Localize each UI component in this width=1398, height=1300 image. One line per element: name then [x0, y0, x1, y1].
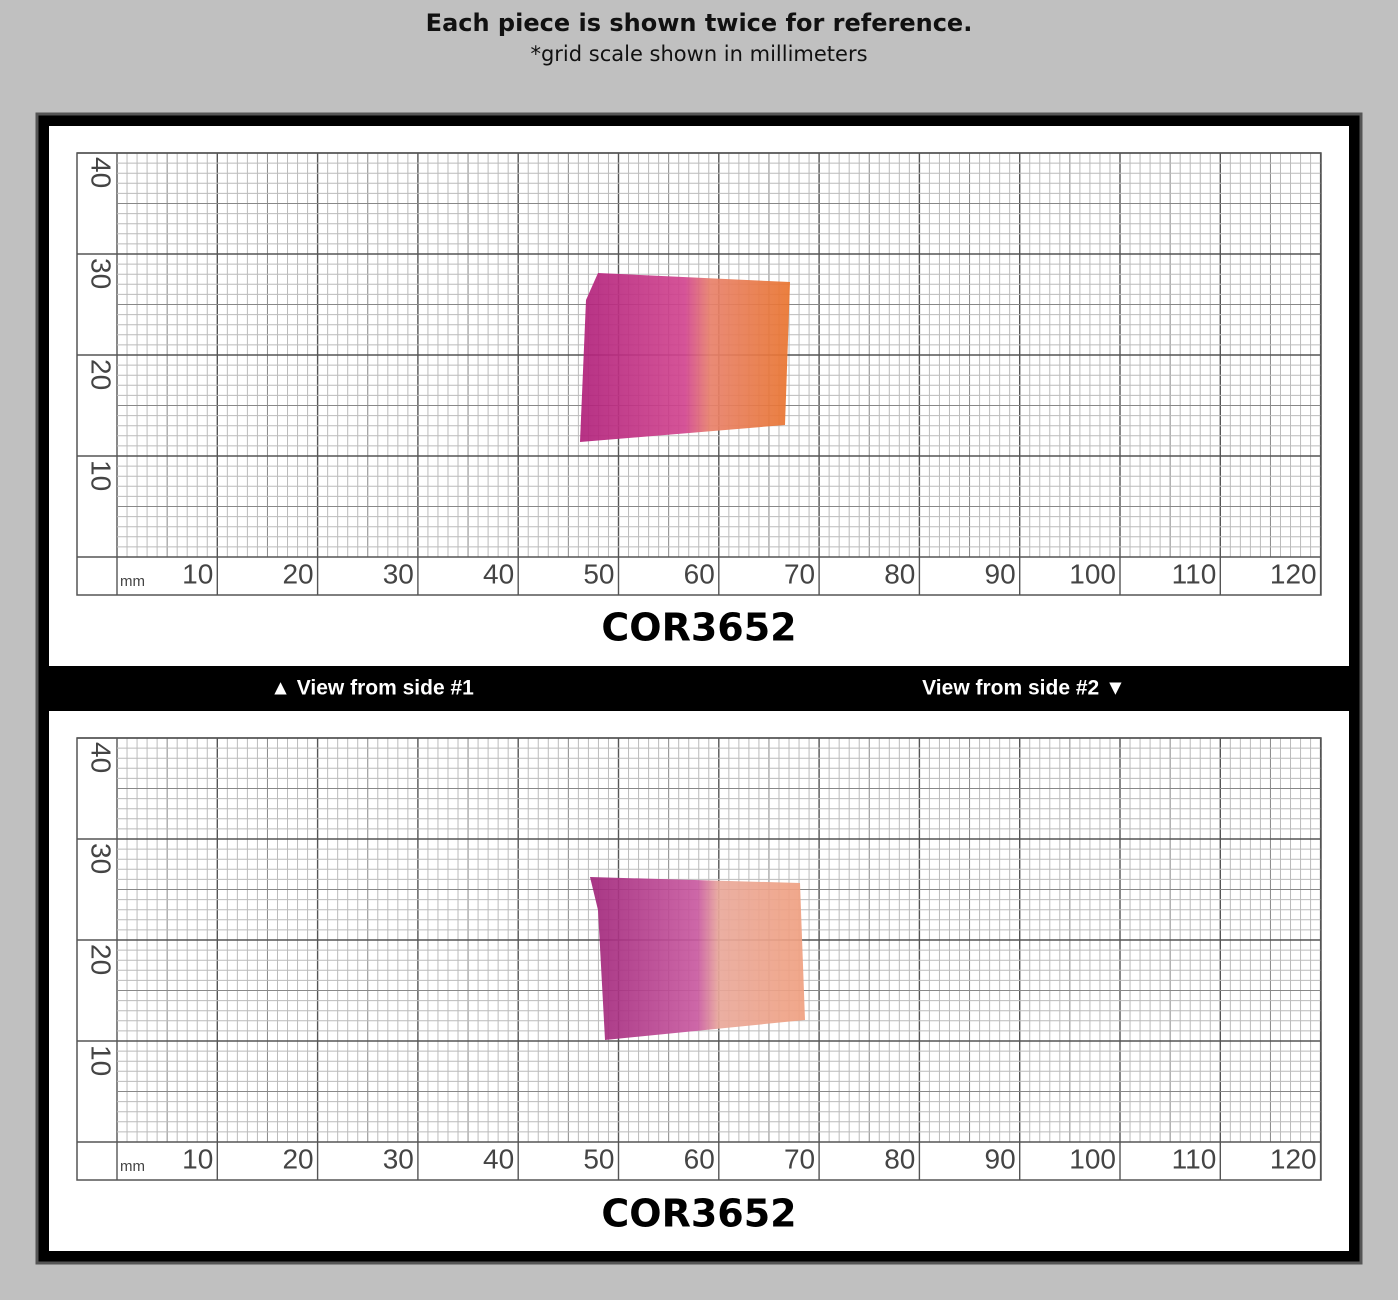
- x-scale-label: 60: [684, 1143, 715, 1174]
- unit-label: mm: [120, 573, 145, 590]
- x-scale-label: 90: [985, 558, 1016, 589]
- divider-label: ▲ View from side #1: [270, 677, 474, 700]
- gem-photo: [590, 877, 805, 1040]
- x-scale-label: 80: [884, 558, 915, 589]
- x-scale-label: 10: [182, 558, 213, 589]
- y-scale-label: 20: [86, 359, 117, 390]
- x-scale-label: 40: [483, 558, 514, 589]
- x-scale-label: 30: [383, 558, 414, 589]
- product-code: COR3652: [601, 606, 796, 650]
- title: Each piece is shown twice for reference.: [426, 9, 973, 37]
- y-scale-label: 30: [86, 258, 117, 289]
- grid-border: [76, 737, 1322, 1181]
- x-scale-label: 50: [583, 558, 614, 589]
- x-scale-label: 20: [282, 1143, 313, 1174]
- x-scale-label: 60: [684, 558, 715, 589]
- x-scale-label: 80: [884, 1143, 915, 1174]
- x-scale-label: 120: [1270, 1143, 1317, 1174]
- y-scale-label: 30: [86, 843, 117, 874]
- grid-border: [76, 152, 1322, 596]
- product-code: COR3652: [601, 1192, 796, 1236]
- y-scale-label: 40: [86, 742, 117, 773]
- y-scale-label: 40: [86, 157, 117, 188]
- x-scale-label: 120: [1270, 558, 1317, 589]
- y-scale-label: 10: [86, 460, 117, 491]
- x-scale-label: 110: [1172, 558, 1217, 589]
- y-scale-label: 10: [86, 1045, 117, 1076]
- x-scale-label: 70: [784, 558, 815, 589]
- x-scale-label: 40: [483, 1143, 514, 1174]
- x-scale-label: 10: [182, 1143, 213, 1174]
- x-scale-label: 30: [383, 1143, 414, 1174]
- gem-photo: [580, 273, 790, 442]
- subtitle: *grid scale shown in millimeters: [530, 42, 867, 66]
- x-scale-label: 100: [1069, 558, 1116, 589]
- x-scale-label: 70: [784, 1143, 815, 1174]
- divider-label: View from side #2 ▼: [922, 677, 1126, 700]
- x-scale-label: 110: [1172, 1143, 1217, 1174]
- x-scale-label: 100: [1069, 1143, 1116, 1174]
- unit-label: mm: [120, 1158, 145, 1175]
- x-scale-label: 90: [985, 1143, 1016, 1174]
- y-scale-label: 20: [86, 944, 117, 975]
- x-scale-label: 50: [583, 1143, 614, 1174]
- x-scale-label: 20: [282, 558, 313, 589]
